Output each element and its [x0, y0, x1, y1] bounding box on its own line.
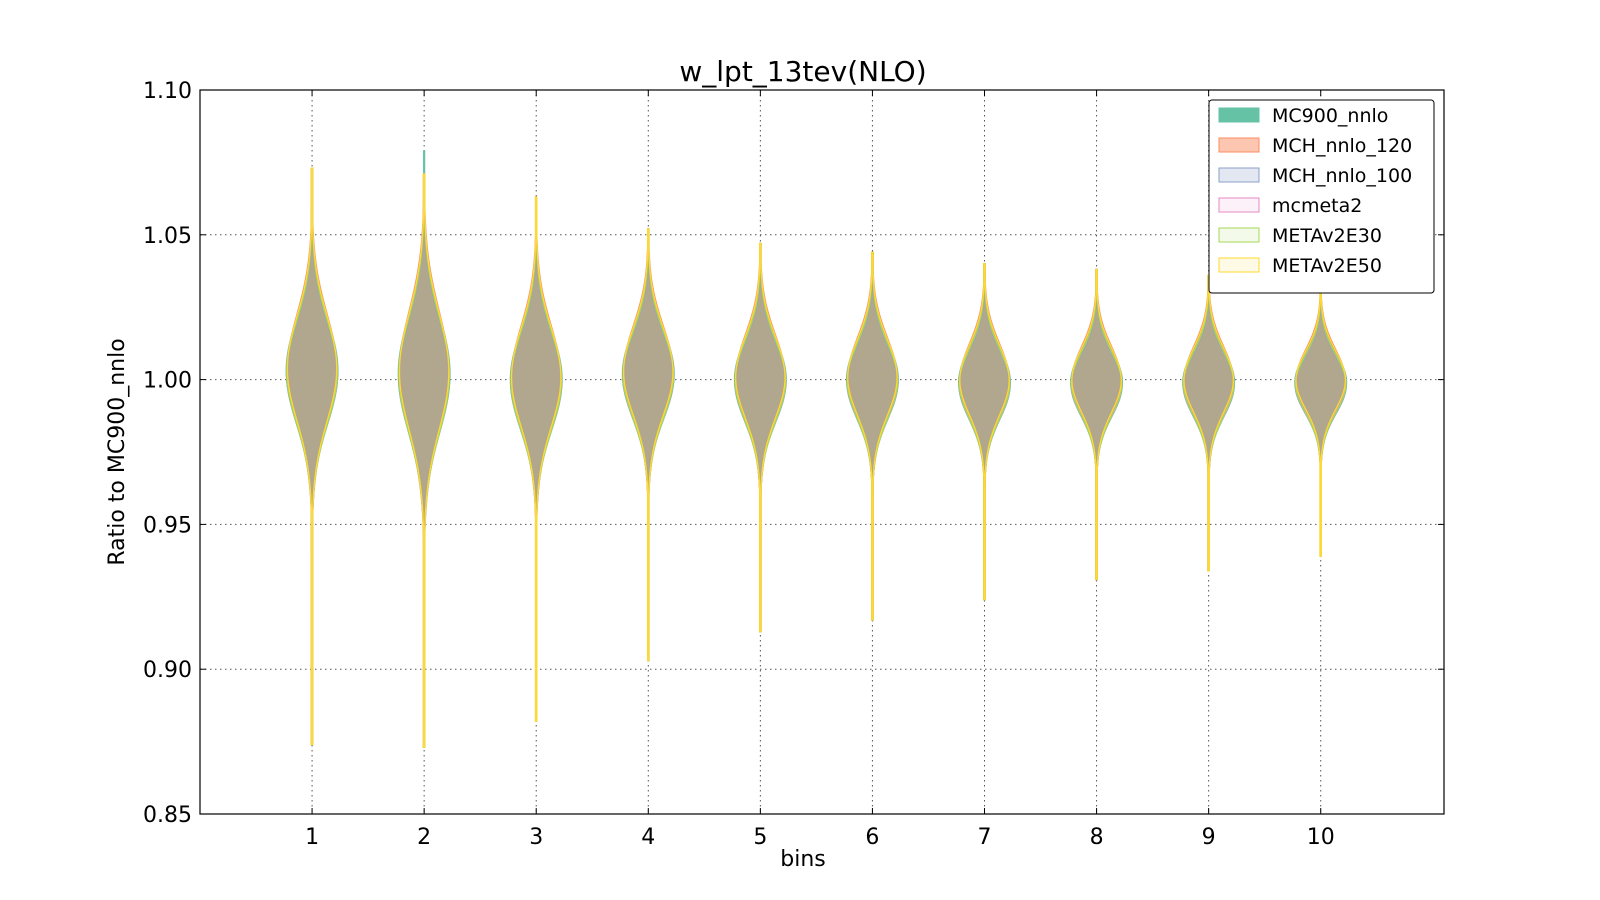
y-tick-label: 0.85 — [143, 803, 192, 828]
legend-item: MCH_nnlo_120 — [1218, 135, 1412, 157]
legend-item: MCH_nnlo_100 — [1218, 165, 1412, 187]
violins — [285, 150, 1348, 749]
violin-METAv2E50 — [847, 251, 898, 621]
x-tick-label: 5 — [753, 825, 767, 850]
x-tick-label: 1 — [305, 825, 319, 850]
legend-frame — [1208, 99, 1435, 294]
violin-bin-1 — [285, 167, 339, 746]
legend-swatch — [1218, 107, 1260, 123]
legend-swatch — [1218, 197, 1260, 213]
x-tick-label: 6 — [865, 825, 879, 850]
violin-bin-10 — [1294, 283, 1348, 557]
x-tick-label: 9 — [1202, 825, 1216, 850]
violin-bin-5 — [733, 242, 787, 633]
y-tick-label: 1.05 — [143, 224, 192, 249]
legend-swatch — [1218, 257, 1260, 273]
legend-swatch — [1218, 227, 1260, 243]
y-tick-label: 1.00 — [143, 369, 192, 394]
x-tick-label: 4 — [641, 825, 655, 850]
violin-bin-8 — [1070, 268, 1124, 581]
legend-swatch — [1218, 137, 1260, 153]
violin-bin-3 — [509, 196, 563, 722]
x-tick-label: 7 — [978, 825, 992, 850]
x-tick-label: 2 — [417, 825, 431, 850]
chart-title: w_lpt_13tev(NLO) — [679, 55, 926, 88]
legend-swatch — [1218, 167, 1260, 183]
x-axis-label: bins — [780, 847, 825, 872]
y-tick-label: 1.10 — [143, 79, 192, 104]
legend-label: METAv2E50 — [1272, 255, 1382, 277]
legend-label: MCH_nnlo_120 — [1272, 135, 1412, 157]
legend: MC900_nnlo MCH_nnlo_120 MCH_nnlo_100mcmeta… — [1208, 99, 1435, 294]
violin-METAv2E50 — [286, 167, 338, 746]
violin-METAv2E50 — [510, 196, 562, 722]
legend-item: METAv2E50 — [1218, 255, 1382, 277]
violin-METAv2E50 — [1071, 268, 1122, 581]
violin-METAv2E50 — [622, 228, 674, 662]
violin-bin-6 — [845, 251, 899, 621]
violin-METAv2E50 — [959, 263, 1010, 601]
y-tick-label: 0.95 — [143, 513, 192, 538]
x-tick-label: 10 — [1307, 825, 1335, 850]
violin-bin-7 — [958, 263, 1011, 601]
x-tick-label: 3 — [529, 825, 543, 850]
violin-METAv2E50 — [1183, 274, 1235, 572]
legend-item: MC900_nnlo — [1218, 105, 1388, 127]
y-tick-label: 0.90 — [143, 658, 192, 683]
legend-label: METAv2E30 — [1272, 225, 1382, 247]
legend-label: MCH_nnlo_100 — [1272, 165, 1412, 187]
violin-bin-9 — [1182, 274, 1236, 572]
violin-bin-4 — [621, 228, 675, 662]
violin-METAv2E50 — [735, 242, 786, 633]
violin-METAv2E50 — [398, 173, 450, 749]
legend-item: METAv2E30 — [1218, 225, 1382, 247]
x-tick-label: 8 — [1090, 825, 1104, 850]
legend-label: mcmeta2 — [1272, 195, 1362, 217]
y-axis-label: Ratio to MC900_nnlo — [105, 338, 130, 565]
violin-bin-2 — [397, 150, 451, 749]
axis-ticks: 0.85 0.90 0.95 1.00 1.05 1.10 1 2 3 4 5 6 7 8 9 10 — [143, 79, 1444, 850]
violin-METAv2E50 — [1295, 283, 1347, 557]
plot-area-frame — [199, 89, 1445, 815]
legend-item: mcmeta2 — [1218, 195, 1362, 217]
legend-label: MC900_nnlo — [1272, 105, 1388, 127]
